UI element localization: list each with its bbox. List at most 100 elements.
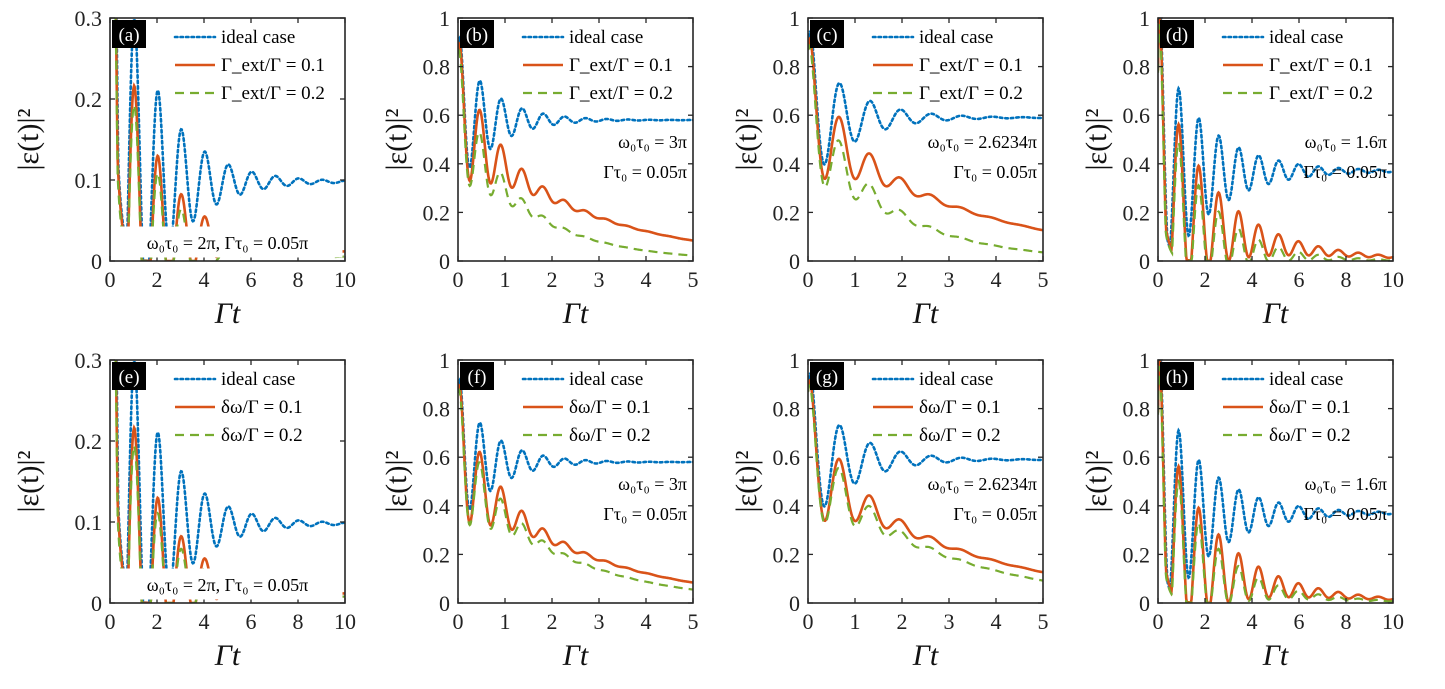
series-line-3 (1158, 23, 1393, 261)
x-tick-label: 1 (500, 609, 511, 634)
y-tick-label: 0.4 (1123, 152, 1151, 177)
series-line-3 (458, 388, 693, 591)
annotation-bg (112, 226, 343, 258)
y-tick-label: 0 (789, 591, 800, 616)
panel-label-bg (460, 20, 494, 48)
y-tick-label: 1 (439, 6, 450, 31)
legend-label-2: Γ_ext/Γ = 0.1 (569, 55, 673, 76)
x-tick-label: 4 (1247, 267, 1258, 292)
legend-label-1: ideal case (1269, 27, 1343, 48)
panel-d: 0 2 4 6 8 10 0 0.2 0.4 0.6 0.8 1 Γt |ε(t)|² (d) ideal c… (1080, 6, 1404, 330)
panel-label-bg (112, 20, 146, 48)
y-axis-label: |ε(t)|² (730, 109, 763, 171)
x-tick-label: 5 (688, 267, 699, 292)
series-line-2 (1158, 18, 1393, 261)
y-tick-label: 0 (1139, 249, 1150, 274)
axes-box (1157, 17, 1394, 262)
y-tick-label: 1 (789, 6, 800, 31)
y-tick-label: 0.2 (423, 200, 451, 225)
x-tick-label: 2 (1200, 267, 1211, 292)
x-tick-label: 5 (1038, 609, 1049, 634)
legend-label-2: δω/Γ = 0.1 (569, 397, 651, 418)
panel-label-bg (1160, 20, 1194, 48)
annotation-text-2: Γτ₀ = 0.05π (953, 504, 1037, 524)
y-axis-label: |ε(t)|² (1080, 451, 1113, 513)
y-tick-label: 0.4 (773, 152, 801, 177)
axes-box (109, 359, 346, 604)
axes-box (457, 17, 694, 262)
x-axis-label: Γt (912, 297, 939, 330)
y-axis-label: |ε(t)|² (12, 451, 45, 513)
legend-label-3: Γ_ext/Γ = 0.2 (221, 83, 325, 104)
x-tick-label: 3 (594, 609, 605, 634)
y-tick-label: 0.8 (773, 55, 801, 80)
panel-b: 0 1 2 3 4 5 0 0.2 0.4 0.6 0.8 1 Γt |ε(t)|² (b) ideal ca… (380, 6, 699, 330)
x-axis-label: Γt (562, 639, 589, 672)
x-tick-label: 0 (803, 609, 814, 634)
x-tick-label: 3 (594, 267, 605, 292)
annotation-text-1: ω₀τ₀ = 2.6234π (928, 474, 1037, 494)
legend-label-3: Γ_ext/Γ = 0.2 (919, 83, 1023, 104)
legend-label-2: Γ_ext/Γ = 0.1 (1269, 55, 1373, 76)
legend-label-2: δω/Γ = 0.1 (221, 397, 303, 418)
x-tick-label: 4 (991, 609, 1002, 634)
legend-label-2: δω/Γ = 0.1 (919, 397, 1001, 418)
axes-box (807, 359, 1044, 604)
series-line-1 (458, 34, 693, 170)
y-tick-label: 1 (439, 348, 450, 373)
axes-box (457, 359, 694, 604)
x-axis-label: Γt (214, 297, 241, 330)
panel-label-bg (810, 20, 844, 48)
legend-label-3: δω/Γ = 0.2 (569, 425, 651, 446)
x-tick-label: 1 (500, 267, 511, 292)
panel-label-bg (1160, 362, 1194, 390)
y-tick-label: 0.2 (773, 200, 801, 225)
series-line-1 (808, 29, 1043, 166)
x-tick-label: 5 (688, 609, 699, 634)
series-line-1 (458, 376, 693, 512)
legend-label-1: ideal case (221, 27, 295, 48)
y-tick-label: 0 (789, 249, 800, 274)
annotation-text-1: ω₀τ₀ = 1.6π (1305, 474, 1387, 494)
x-tick-label: 4 (199, 267, 210, 292)
panel-h: 0 2 4 6 8 10 0 0.2 0.4 0.6 0.8 1 Γt |ε(t)|² (h) ideal c… (1080, 348, 1404, 672)
y-axis-label: |ε(t)|² (730, 451, 763, 513)
legend-label-3: δω/Γ = 0.2 (1269, 425, 1351, 446)
x-tick-label: 4 (641, 267, 652, 292)
panel-label: (h) (1166, 367, 1188, 388)
y-tick-label: 0.4 (1123, 494, 1151, 519)
x-tick-label: 5 (1038, 267, 1049, 292)
x-tick-label: 6 (246, 267, 257, 292)
y-tick-label: 0.2 (75, 87, 103, 112)
legend-label-2: δω/Γ = 0.1 (1269, 397, 1351, 418)
panel-label-bg (460, 362, 494, 390)
x-tick-label: 8 (1341, 267, 1352, 292)
x-tick-label: 6 (1294, 267, 1305, 292)
y-tick-label: 0.3 (75, 6, 103, 31)
series-line-1 (1158, 18, 1393, 252)
annotation-text: ω₀τ₀ = 2π, Γτ₀ = 0.05π (147, 233, 309, 253)
y-axis-label: |ε(t)|² (1080, 109, 1113, 171)
axes-box (1157, 359, 1394, 604)
annotation-text-1: ω₀τ₀ = 2.6234π (928, 132, 1037, 152)
y-tick-label: 0.8 (773, 397, 801, 422)
annotation-text-2: Γτ₀ = 0.05π (603, 504, 687, 524)
series-line-1 (1158, 360, 1393, 594)
x-tick-label: 10 (334, 609, 356, 634)
axes-box (807, 17, 1044, 262)
x-tick-label: 4 (641, 609, 652, 634)
series-line-3 (458, 48, 693, 257)
y-tick-label: 1 (1139, 6, 1150, 31)
legend-label-3: Γ_ext/Γ = 0.2 (569, 83, 673, 104)
series-group (808, 371, 1043, 582)
y-axis-label: |ε(t)|² (380, 451, 413, 513)
series-line-2 (458, 41, 693, 242)
series-group (1158, 18, 1393, 261)
x-tick-label: 2 (152, 267, 163, 292)
series-line-3 (808, 383, 1043, 582)
y-tick-label: 0.6 (773, 103, 801, 128)
x-tick-label: 0 (105, 267, 116, 292)
y-tick-label: 0.1 (75, 510, 103, 535)
panel-label: (a) (118, 25, 139, 46)
